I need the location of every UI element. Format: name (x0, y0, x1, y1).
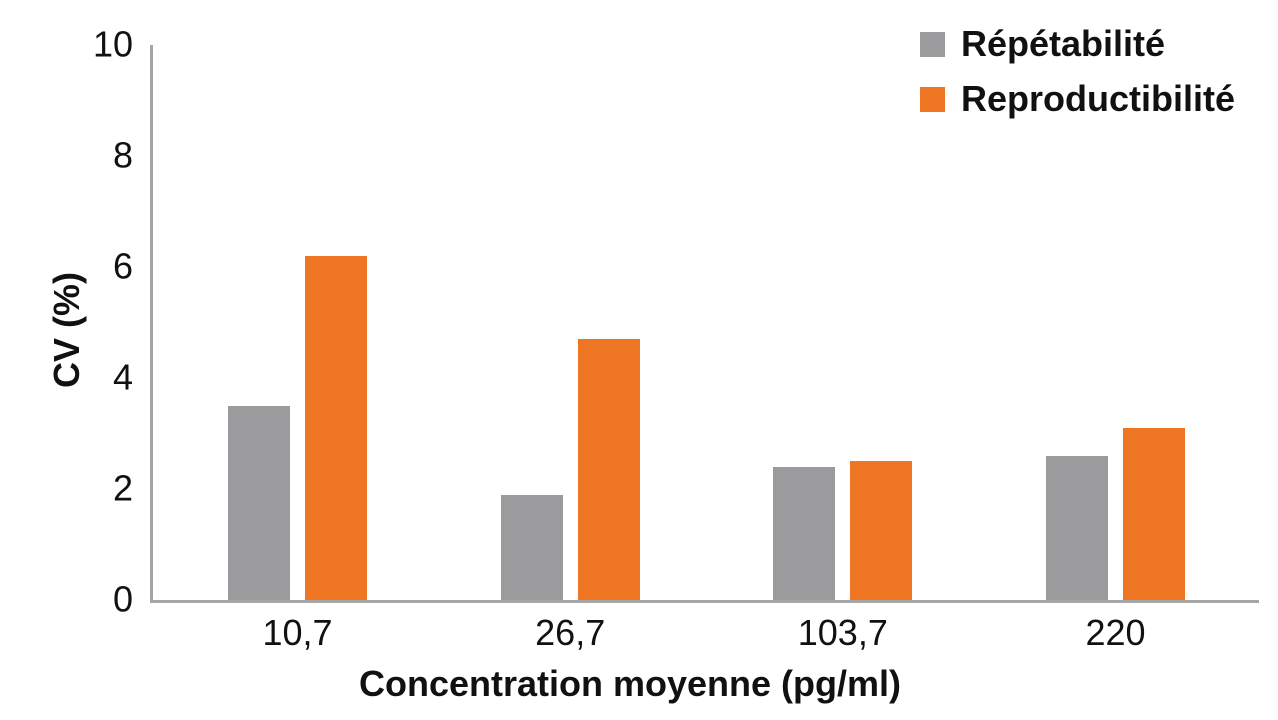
x-tick-label: 220 (1085, 612, 1146, 653)
y-tick-label: 0 (112, 578, 133, 620)
bar-reproductibilite-220 (1123, 427, 1185, 600)
legend: Répétabilité Reproductibilité (920, 26, 1235, 136)
x-tick-label: 26,7 (535, 612, 606, 653)
y-tick-label: 6 (112, 245, 133, 287)
legend-label-reproductibilite: Reproductibilité (961, 78, 1236, 119)
x-tick-label: 103,7 (797, 612, 888, 653)
y-tick-label: 8 (112, 134, 133, 176)
x-axis-title: Concentration moyenne (pg/ml) (358, 663, 902, 704)
legend-swatch-gray (920, 31, 945, 57)
x-axis-line (150, 600, 1259, 603)
bar-reproductibilite-26,7 (577, 339, 640, 600)
y-tick-label: 2 (112, 467, 133, 509)
y-tick-label: 10 (92, 23, 133, 65)
y-axis-line (150, 45, 153, 603)
y-tick-label: 4 (112, 356, 133, 398)
bar-reproductibilite-10,7 (305, 255, 367, 600)
bar-repetabilite-10,7 (228, 405, 290, 600)
legend-swatch-orange (920, 86, 945, 112)
legend-item-repetabilite: Répétabilité (920, 26, 1235, 62)
legend-label-repetabilite: Répétabilité (961, 23, 1166, 64)
x-tick-label: 10,7 (262, 612, 333, 653)
bar-reproductibilite-103,7 (850, 461, 913, 600)
bar-repetabilite-220 (1046, 455, 1108, 600)
bar-repetabilite-103,7 (773, 466, 836, 600)
bar-repetabilite-26,7 (500, 494, 563, 600)
legend-item-reproductibilite: Reproductibilité (920, 81, 1235, 117)
